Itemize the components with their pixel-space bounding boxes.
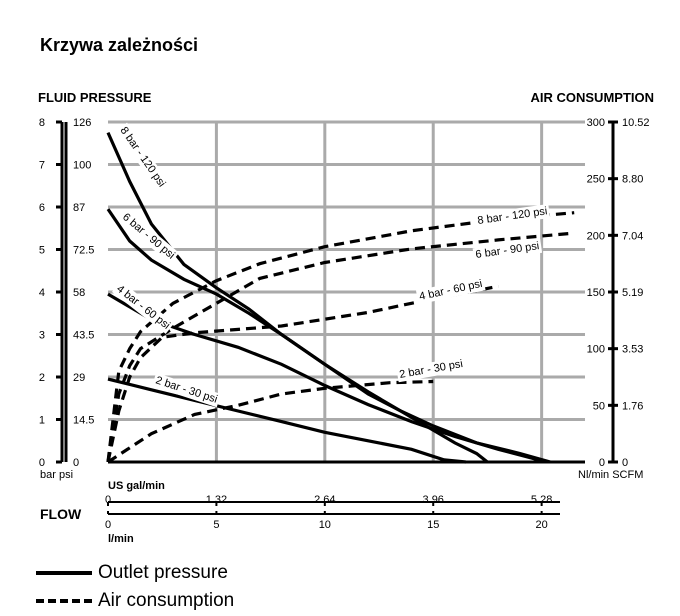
psi-tick-label: 14.5 — [73, 415, 94, 427]
gal-tick-label: 1.32 — [206, 494, 227, 506]
psi-tick-label: 29 — [73, 372, 85, 384]
lmin-tick-label: 15 — [427, 519, 439, 531]
psi-tick-label: 72.5 — [73, 245, 94, 257]
air-consumption-header: AIR CONSUMPTION — [530, 90, 655, 105]
psi-tick-label: 126 — [73, 117, 91, 129]
bar-tick-label: 7 — [39, 160, 45, 172]
gal-tick-label: 3.96 — [423, 494, 444, 506]
scfm-tick-label: 8.80 — [622, 174, 643, 186]
air-series-label-bg — [474, 204, 551, 229]
nl-tick-label: 250 — [587, 174, 605, 186]
outlet-series-label-bg — [117, 209, 180, 264]
gal-tick-label: 0 — [105, 494, 111, 506]
nl-tick-label: 200 — [587, 230, 605, 242]
air-consumption-curve-1 — [106, 231, 575, 463]
air-series-label-bg — [415, 276, 486, 305]
outlet-pressure-curve-2 — [107, 292, 547, 464]
air-series-label: 4 bar - 60 psi — [418, 278, 483, 303]
bar-tick-label: 4 — [39, 287, 45, 299]
bar-tick-label: 1 — [39, 415, 45, 427]
page-title: Krzywa zależności — [40, 35, 199, 55]
gal-unit-label: US gal/min — [108, 480, 165, 492]
psi-tick-label: 43.5 — [73, 330, 94, 342]
outlet-series-label-bg — [111, 280, 175, 334]
scfm-tick-label: 3.53 — [622, 344, 643, 356]
air-consumption-curve-3 — [107, 379, 434, 464]
air-consumption-curve-0 — [106, 211, 575, 463]
air-consumption-curve-2 — [106, 284, 499, 463]
left-unit-label: bar psi — [40, 469, 73, 481]
bar-tick-label: 3 — [39, 330, 45, 342]
bar-tick-label: 0 — [39, 457, 45, 469]
legend-air-consumption-label: Air consumption — [98, 590, 235, 611]
bar-tick-label: 8 — [39, 117, 45, 129]
lmin-unit-label: l/min — [108, 533, 134, 545]
nl-tick-label: 150 — [587, 287, 605, 299]
nl-tick-label: 100 — [587, 344, 605, 356]
outlet-pressure-curve-3 — [107, 377, 466, 464]
legend-solid-line — [36, 571, 92, 575]
scfm-tick-label: 10.52 — [622, 117, 650, 129]
nl-tick-label: 50 — [593, 400, 605, 412]
outlet-series-label: 4 bar - 60 psi — [114, 283, 172, 332]
lmin-tick-label: 5 — [213, 519, 219, 531]
nl-tick-label: 0 — [599, 457, 605, 469]
lmin-tick-label: 20 — [536, 519, 548, 531]
scfm-tick-label: 5.19 — [622, 287, 643, 299]
bar-tick-label: 5 — [39, 245, 45, 257]
legend-outlet-pressure-label: Outlet pressure — [98, 562, 228, 583]
air-series-label-bg — [396, 356, 466, 383]
outlet-series-label: 2 bar - 30 psi — [154, 374, 219, 405]
legend-dashed-line — [36, 599, 92, 603]
legend-outlet-pressure: Outlet pressure — [36, 562, 228, 584]
fluid-pressure-header: FLUID PRESSURE — [38, 90, 152, 105]
psi-tick-label: 0 — [73, 457, 79, 469]
psi-tick-label: 100 — [73, 160, 91, 172]
psi-tick-label: 58 — [73, 287, 85, 299]
lmin-tick-label: 10 — [319, 519, 331, 531]
legend-air-consumption: Air consumption — [36, 590, 234, 612]
bar-tick-label: 2 — [39, 372, 45, 384]
outlet-series-label-bg — [115, 122, 170, 192]
outlet-series-label: 8 bar - 120 psi — [118, 125, 168, 189]
right-unit-label: Nl/min SCFM — [578, 469, 643, 481]
gal-tick-label: 2.64 — [314, 494, 335, 506]
lmin-tick-label: 0 — [105, 519, 111, 531]
scfm-tick-label: 7.04 — [622, 230, 643, 242]
scfm-tick-label: 0 — [622, 457, 628, 469]
air-series-label: 6 bar - 90 psi — [475, 240, 540, 261]
nl-tick-label: 300 — [587, 117, 605, 129]
outlet-series-label-bg — [151, 372, 222, 408]
air-series-label: 8 bar - 120 psi — [477, 205, 548, 227]
psi-tick-label: 87 — [73, 202, 85, 214]
scfm-tick-label: 1.76 — [622, 400, 643, 412]
gal-tick-label: 5.28 — [531, 494, 552, 506]
bar-tick-label: 6 — [39, 202, 45, 214]
air-series-label-bg — [472, 238, 543, 263]
flow-label: FLOW — [40, 506, 82, 522]
